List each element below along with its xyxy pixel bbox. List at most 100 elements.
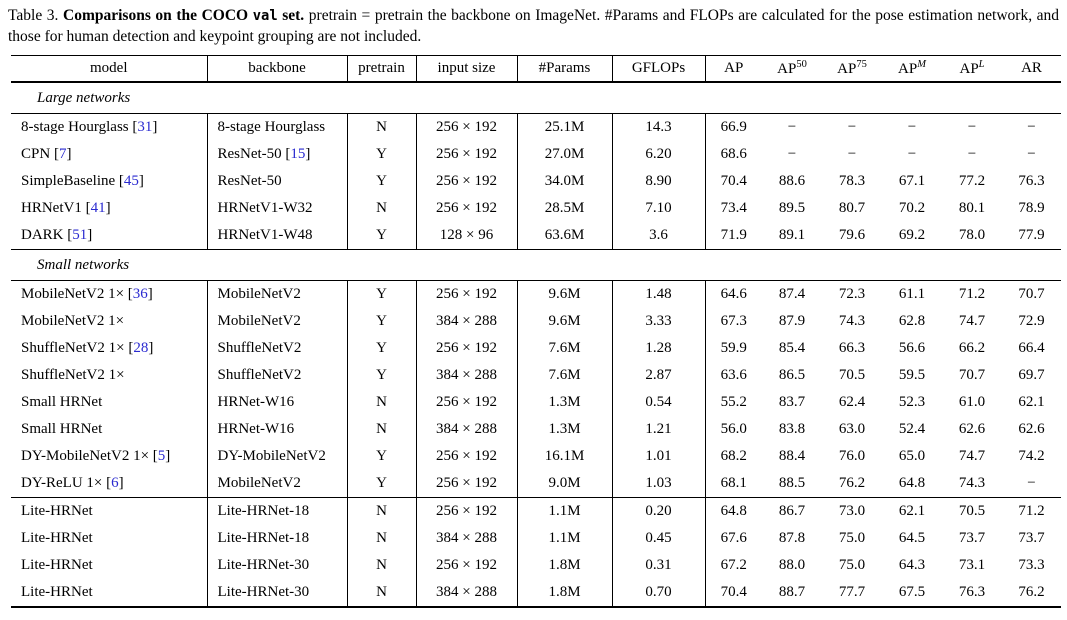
cell-model: CPN [7] [11, 141, 208, 169]
cell-apm: 64.8 [882, 470, 942, 499]
cell-ap75: 62.4 [838, 394, 866, 411]
cell-pretrain: Y [347, 168, 417, 196]
table-row: HRNetV1 [41] HRNetV1-W32 N 256 × 192 28.5M 7.… [11, 195, 1061, 223]
col-header-pretrain: pretrain [347, 55, 417, 84]
cell-pretrain: Y [347, 308, 417, 336]
cell-apm: 61.1 [898, 286, 926, 303]
cell-input-size: 256 × 192 [416, 113, 518, 142]
table-row: Lite-HRNet Lite-HRNet-30 N 256 × 192 1.8M 0.3… [11, 552, 1061, 580]
cell-ap75: 73.0 [838, 503, 866, 520]
cell-apl: 73.1 [958, 557, 986, 574]
cell-backbone: DY-MobileNetV2 [207, 443, 348, 471]
table-row: SimpleBaseline [45] ResNet-50 Y 256 × 192 34… [11, 168, 1061, 196]
cell-ap50: 88.7 [762, 579, 822, 609]
col-header-backbone: backbone [207, 55, 348, 84]
cell-input-size: 384 × 288 [416, 362, 518, 390]
cell-input-size: 256 × 192 [416, 141, 518, 169]
citation-link[interactable]: [45] [118, 173, 144, 190]
cell-params: 7.6M [517, 362, 613, 390]
cell-ar: 78.9 [1018, 200, 1045, 217]
cell-backbone: Lite-HRNet-18 [207, 525, 348, 553]
cell-input-size: 384 × 288 [416, 308, 518, 336]
citation-link[interactable]: [15] [285, 146, 311, 163]
cell-apl: 80.1 [958, 200, 986, 217]
cell-apm: 52.3 [898, 394, 926, 411]
cell-ap75: 63.0 [838, 421, 866, 438]
cell-ap50: 87.9 [778, 313, 806, 330]
col-header-params: #Params [517, 55, 613, 84]
citation-link[interactable]: [7] [53, 146, 72, 163]
cell-gflops: 1.48 [612, 280, 706, 309]
cell-model: Small HRNet [11, 389, 208, 417]
cell-ap75: − [847, 146, 857, 163]
caption-title-mono: val [252, 8, 278, 24]
cell-apl: 74.3 [942, 470, 1002, 499]
cell-ap50: 88.0 [778, 557, 806, 574]
citation-link[interactable]: [5] [152, 448, 171, 465]
cell-apm: 69.2 [882, 222, 942, 251]
col-header-model: model [11, 55, 208, 84]
cell-gflops: 7.10 [612, 195, 706, 223]
cell-ar: 73.7 [1018, 530, 1045, 547]
header-row: model backbone pretrain input size #Params GF… [11, 55, 1061, 84]
cell-model: Lite-HRNet [11, 497, 208, 526]
cell-input-size: 256 × 192 [416, 335, 518, 363]
citation-link[interactable]: [36] [127, 286, 153, 303]
cell-ar: 74.2 [1018, 448, 1045, 465]
results-table: model backbone pretrain input size #Params GF… [11, 55, 1061, 609]
cell-params: 9.6M [517, 308, 613, 336]
cell-input-size: 256 × 192 [416, 280, 518, 309]
citation-link[interactable]: [51] [67, 227, 93, 244]
cell-ar: 77.9 [1002, 222, 1061, 251]
cell-pretrain: Y [347, 362, 417, 390]
cell-model: MobileNetV2 1× [36] [11, 280, 208, 309]
cell-ap75: 76.0 [838, 448, 866, 465]
cell-backbone: HRNetV1-W32 [207, 195, 348, 223]
citation-link[interactable]: [28] [128, 340, 154, 357]
cell-apm: 67.1 [898, 173, 926, 190]
citation-link[interactable]: [31] [132, 119, 158, 136]
cell-pretrain: N [347, 579, 417, 609]
table-row: DY-ReLU 1× [6] MobileNetV2 Y 256 × 192 9.0M 1… [11, 470, 1061, 499]
cell-ap50: 87.4 [778, 286, 806, 303]
cell-pretrain: Y [347, 335, 417, 363]
cell-model: DY-MobileNetV2 1× [5] [11, 443, 208, 471]
cell-ar: 69.7 [1018, 367, 1045, 384]
cell-params: 1.1M [517, 525, 613, 553]
cell-ap50: 89.1 [762, 222, 822, 251]
cell-ap: 64.6 [720, 286, 747, 303]
cell-backbone: 8-stage Hourglass [207, 113, 348, 142]
cell-input-size: 256 × 192 [416, 168, 518, 196]
cell-params: 16.1M [517, 443, 613, 471]
cell-model: Lite-HRNet [11, 525, 208, 553]
cell-ap: 55.2 [720, 394, 747, 411]
citation-link[interactable]: [41] [85, 200, 111, 217]
cell-model: Lite-HRNet [11, 552, 208, 580]
cell-pretrain: N [347, 552, 417, 580]
cell-apl: − [967, 146, 977, 163]
cell-backbone: ShuffleNetV2 [207, 335, 348, 363]
cell-gflops: 6.20 [612, 141, 706, 169]
citation-link[interactable]: [6] [106, 475, 124, 492]
cell-ap50: 89.5 [778, 200, 806, 217]
cell-gflops: 1.28 [612, 335, 706, 363]
cell-params: 1.3M [517, 389, 613, 417]
cell-gflops: 0.70 [612, 579, 706, 609]
cell-input-size: 256 × 192 [416, 470, 518, 499]
cell-ar: 70.7 [1018, 286, 1045, 303]
cell-apm: 62.8 [898, 313, 926, 330]
caption-body: pretrain = pretrain the backbone on Imag… [8, 7, 1060, 46]
cell-ap75: 75.0 [838, 530, 866, 547]
caption-title: Comparisons on the COCO [63, 7, 249, 24]
cell-gflops: 3.33 [612, 308, 706, 336]
cell-ap75: 66.3 [838, 340, 866, 357]
cell-ap: 71.9 [705, 222, 762, 251]
cell-input-size: 256 × 192 [416, 552, 518, 580]
cell-gflops: 3.6 [612, 222, 706, 251]
cell-ar: 62.6 [1018, 421, 1045, 438]
cell-apl: 66.2 [958, 340, 986, 357]
cell-ap: 59.9 [720, 340, 747, 357]
cell-input-size: 256 × 192 [416, 497, 518, 526]
table-row: Small HRNet HRNet-W16 N 384 × 288 1.3M 1.21 56… [11, 416, 1061, 444]
cell-apl: 78.0 [942, 222, 1002, 251]
